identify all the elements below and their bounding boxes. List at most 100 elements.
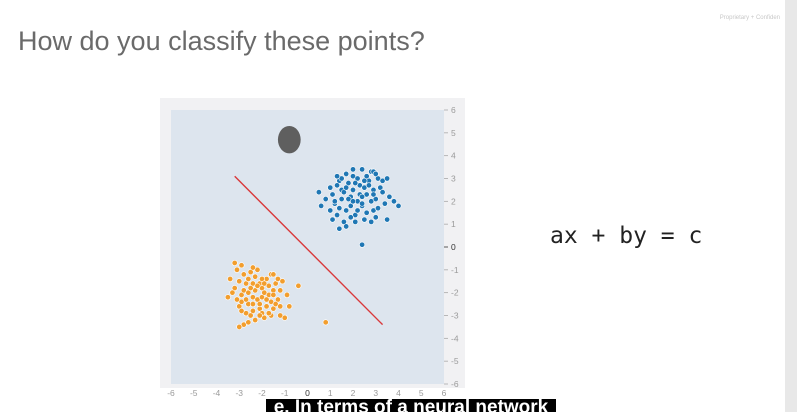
blue-point — [343, 223, 350, 230]
orange-point — [236, 323, 243, 330]
orange-point — [322, 319, 329, 326]
x-tick-label: 1 — [328, 388, 333, 398]
blue-point — [354, 207, 361, 214]
blue-point — [347, 214, 354, 221]
y-tick-label: 3 — [451, 174, 456, 184]
y-tick-label: -2 — [451, 288, 459, 298]
video-caption: e. In terms of a neural network — [266, 399, 556, 412]
blue-point — [343, 170, 350, 177]
orange-point — [286, 303, 293, 310]
y-tick-label: 4 — [451, 151, 456, 161]
y-tick-label: -1 — [451, 265, 459, 275]
orange-point — [238, 262, 245, 269]
x-tick-label: -5 — [190, 388, 198, 398]
orange-point — [277, 303, 284, 310]
blue-point — [336, 205, 343, 212]
blue-point — [352, 218, 359, 225]
orange-point — [279, 278, 286, 285]
blue-point — [327, 184, 334, 191]
blue-point — [375, 205, 382, 212]
orange-point — [249, 264, 256, 271]
blue-point — [315, 189, 322, 196]
blue-point — [327, 207, 334, 214]
blue-point — [329, 191, 336, 198]
orange-point — [243, 296, 250, 303]
orange-point — [231, 259, 238, 266]
plot-area — [171, 110, 444, 384]
blue-point — [384, 175, 391, 182]
y-axis-ticks: 6 5 4 3 2 1 0 -1 -2 -3 -4 -5 -6 — [444, 105, 459, 389]
cursor-blob — [277, 125, 301, 154]
orange-point — [238, 307, 245, 314]
blue-point — [338, 196, 345, 203]
blue-point — [395, 202, 402, 209]
x-axis-ticks: -6 -5 -4 -3 -2 -1 0 1 2 3 4 5 6 — [167, 388, 446, 398]
equation: ax + by = c — [550, 223, 703, 249]
blue-point — [363, 209, 370, 216]
slide-title: How do you classify these points? — [18, 26, 425, 56]
orange-point — [263, 296, 270, 303]
orange-point — [245, 319, 252, 326]
blue-point — [350, 166, 357, 173]
x-tick-label: -6 — [167, 388, 175, 398]
orange-point — [254, 282, 261, 289]
blue-point — [318, 202, 325, 209]
orange-point — [270, 291, 277, 298]
x-tick-label: -1 — [281, 388, 289, 398]
x-tick-label: 3 — [373, 388, 378, 398]
blue-point — [370, 191, 377, 198]
y-tick-label: -6 — [451, 379, 459, 389]
blue-point — [334, 173, 341, 180]
cursor-blob-layer — [277, 125, 301, 154]
orange-point — [277, 287, 284, 294]
blue-point — [343, 184, 350, 191]
blue-point — [359, 241, 366, 248]
orange-point — [233, 266, 240, 273]
orange-point — [236, 278, 243, 285]
orange-point — [224, 294, 231, 301]
orange-point — [233, 296, 240, 303]
blue-point — [359, 166, 366, 173]
y-tick-label: 6 — [451, 105, 456, 115]
orange-point — [261, 280, 268, 287]
blue-point — [350, 198, 357, 205]
x-tick-label: 5 — [419, 388, 424, 398]
blue-point — [329, 216, 336, 223]
y-tick-label: 2 — [451, 196, 456, 206]
points-layer — [224, 166, 402, 330]
orange-point — [252, 273, 259, 280]
decision-line-layer — [234, 175, 384, 326]
blue-point — [361, 177, 368, 184]
orange-point — [249, 301, 256, 308]
x-tick-label: 6 — [442, 388, 447, 398]
decision-line — [234, 175, 384, 326]
y-tick-label: -5 — [451, 356, 459, 366]
blue-point — [334, 212, 341, 219]
confidential-note: Proprietary + Confiden — [719, 15, 780, 21]
x-tick-label: -4 — [213, 388, 221, 398]
x-tick-label: -2 — [258, 388, 266, 398]
orange-point — [227, 275, 234, 282]
orange-point — [245, 275, 252, 282]
y-tick-label: -3 — [451, 311, 459, 321]
blue-point — [384, 216, 391, 223]
y-tick-label: 1 — [451, 219, 456, 229]
blue-point — [368, 198, 375, 205]
orange-point — [261, 289, 268, 296]
blue-point — [372, 214, 379, 221]
blue-point — [343, 207, 350, 214]
blue-point — [352, 180, 359, 187]
blue-point — [359, 200, 366, 207]
blue-point — [372, 170, 379, 177]
x-tick-label: -3 — [235, 388, 243, 398]
orange-point — [229, 289, 236, 296]
blue-point — [350, 186, 357, 193]
y-tick-label: 5 — [451, 128, 456, 138]
y-tick-label: 0 — [451, 242, 456, 252]
window-edge — [785, 0, 797, 412]
scatter-plot-svg: -6 -5 -4 -3 -2 -1 0 1 2 3 4 5 6 6 5 4 3 2 1 0 -1 -2 -3 -4 -5 -6 — [160, 98, 465, 398]
orange-point — [295, 282, 302, 289]
orange-point — [247, 312, 254, 319]
orange-point — [256, 312, 263, 319]
